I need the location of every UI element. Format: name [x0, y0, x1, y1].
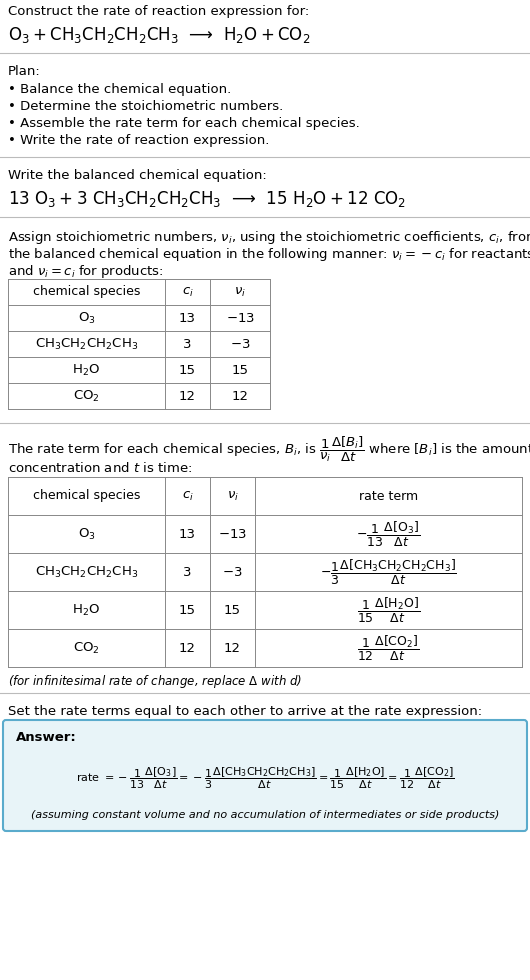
- Text: chemical species: chemical species: [33, 489, 140, 503]
- Text: $\mathsf{CH_3CH_2CH_2CH_3}$: $\mathsf{CH_3CH_2CH_2CH_3}$: [35, 564, 138, 579]
- Text: $\mathsf{O_3}$: $\mathsf{O_3}$: [78, 311, 95, 325]
- Text: the balanced chemical equation in the following manner: $\nu_i = -c_i$ for react: the balanced chemical equation in the fo…: [8, 246, 530, 263]
- Text: Construct the rate of reaction expression for:: Construct the rate of reaction expressio…: [8, 5, 309, 18]
- Text: $\mathsf{13\ O_3 + 3\ CH_3CH_2CH_2CH_3}$  ⟶  $\mathsf{15\ H_2O + 12\ CO_2}$: $\mathsf{13\ O_3 + 3\ CH_3CH_2CH_2CH_3}$…: [8, 189, 406, 209]
- Text: $-\dfrac{1}{3}\dfrac{\Delta[\mathsf{CH_3CH_2CH_2CH_3}]}{\Delta t}$: $-\dfrac{1}{3}\dfrac{\Delta[\mathsf{CH_3…: [320, 558, 457, 586]
- Text: 15: 15: [224, 604, 241, 616]
- Text: $\mathsf{CO_2}$: $\mathsf{CO_2}$: [73, 641, 100, 656]
- Text: The rate term for each chemical species, $B_i$, is $\dfrac{1}{\nu_i}\dfrac{\Delt: The rate term for each chemical species,…: [8, 435, 530, 465]
- Text: $-13$: $-13$: [226, 312, 254, 324]
- Text: and $\nu_i = c_i$ for products:: and $\nu_i = c_i$ for products:: [8, 263, 164, 280]
- Text: $\mathsf{O_3}$: $\mathsf{O_3}$: [78, 526, 95, 542]
- Text: $c_i$: $c_i$: [182, 489, 193, 503]
- Text: $\dfrac{1}{12}\dfrac{\Delta[\mathsf{CO_2}]}{\Delta t}$: $\dfrac{1}{12}\dfrac{\Delta[\mathsf{CO_2…: [357, 633, 420, 662]
- Text: concentration and $t$ is time:: concentration and $t$ is time:: [8, 461, 192, 475]
- Text: 13: 13: [179, 312, 196, 324]
- Text: (for infinitesimal rate of change, replace $\Delta$ with $d$): (for infinitesimal rate of change, repla…: [8, 673, 302, 690]
- Text: 12: 12: [179, 642, 196, 655]
- Text: $\mathsf{O_3 + CH_3CH_2CH_2CH_3}$  ⟶  $\mathsf{H_2O + CO_2}$: $\mathsf{O_3 + CH_3CH_2CH_2CH_3}$ ⟶ $\ma…: [8, 25, 311, 45]
- Text: 15: 15: [232, 364, 249, 376]
- Text: (assuming constant volume and no accumulation of intermediates or side products): (assuming constant volume and no accumul…: [31, 810, 499, 820]
- Text: $c_i$: $c_i$: [182, 285, 193, 299]
- Text: Set the rate terms equal to each other to arrive at the rate expression:: Set the rate terms equal to each other t…: [8, 705, 482, 718]
- Text: Write the balanced chemical equation:: Write the balanced chemical equation:: [8, 169, 267, 182]
- Text: $\mathsf{CO_2}$: $\mathsf{CO_2}$: [73, 388, 100, 404]
- Text: rate $= -\dfrac{1}{13}\dfrac{\Delta[\mathsf{O_3}]}{\Delta t} = -\dfrac{1}{3}\dfr: rate $= -\dfrac{1}{13}\dfrac{\Delta[\mat…: [75, 765, 455, 791]
- Text: • Balance the chemical equation.: • Balance the chemical equation.: [8, 83, 231, 96]
- Text: $\mathsf{H_2O}$: $\mathsf{H_2O}$: [73, 603, 101, 617]
- Text: Assign stoichiometric numbers, $\nu_i$, using the stoichiometric coefficients, $: Assign stoichiometric numbers, $\nu_i$, …: [8, 229, 530, 246]
- Text: $-3$: $-3$: [230, 337, 250, 351]
- Text: 13: 13: [179, 527, 196, 541]
- Text: $\nu_i$: $\nu_i$: [234, 285, 246, 299]
- Text: 3: 3: [183, 337, 192, 351]
- Text: $\dfrac{1}{15}\dfrac{\Delta[\mathsf{H_2O}]}{\Delta t}$: $\dfrac{1}{15}\dfrac{\Delta[\mathsf{H_2O…: [357, 596, 420, 624]
- Text: $\mathsf{CH_3CH_2CH_2CH_3}$: $\mathsf{CH_3CH_2CH_2CH_3}$: [35, 336, 138, 352]
- Text: $\nu_i$: $\nu_i$: [226, 489, 238, 503]
- Text: • Determine the stoichiometric numbers.: • Determine the stoichiometric numbers.: [8, 100, 283, 113]
- Text: 15: 15: [179, 364, 196, 376]
- Text: • Assemble the rate term for each chemical species.: • Assemble the rate term for each chemic…: [8, 117, 360, 130]
- Text: Answer:: Answer:: [16, 731, 77, 744]
- Text: 12: 12: [179, 389, 196, 403]
- Text: • Write the rate of reaction expression.: • Write the rate of reaction expression.: [8, 134, 269, 147]
- Text: Plan:: Plan:: [8, 65, 41, 78]
- Text: $-\dfrac{1}{13}\dfrac{\Delta[\mathsf{O_3}]}{\Delta t}$: $-\dfrac{1}{13}\dfrac{\Delta[\mathsf{O_3…: [357, 519, 421, 549]
- Text: rate term: rate term: [359, 489, 418, 503]
- Text: $-3$: $-3$: [222, 565, 243, 578]
- Text: 3: 3: [183, 565, 192, 578]
- Text: chemical species: chemical species: [33, 285, 140, 299]
- Text: $\mathsf{H_2O}$: $\mathsf{H_2O}$: [73, 363, 101, 377]
- Text: 12: 12: [232, 389, 249, 403]
- Text: 12: 12: [224, 642, 241, 655]
- Text: $-13$: $-13$: [218, 527, 247, 541]
- Text: 15: 15: [179, 604, 196, 616]
- FancyBboxPatch shape: [3, 720, 527, 831]
